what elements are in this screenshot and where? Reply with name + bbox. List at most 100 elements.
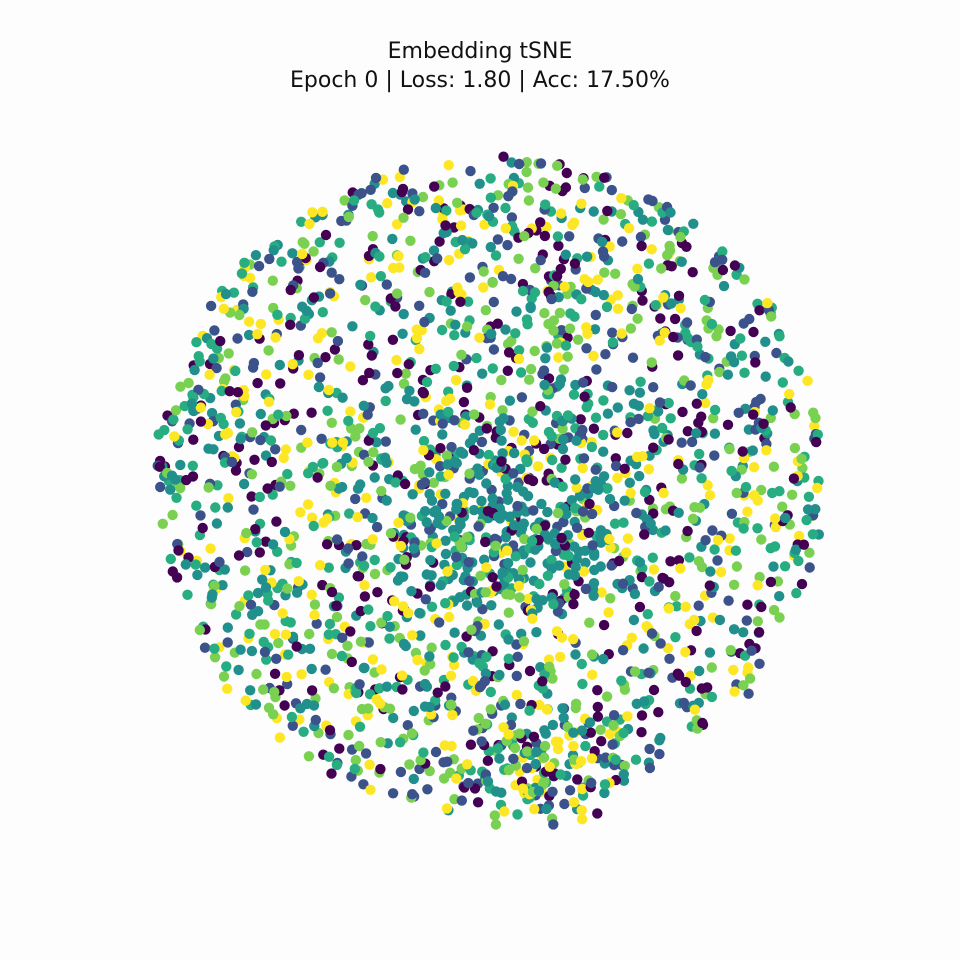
scatter-point (511, 670, 522, 682)
scatter-point (513, 580, 525, 592)
scatter-point (527, 613, 538, 624)
scatter-point (793, 555, 804, 567)
scatter-point (456, 349, 467, 360)
scatter-point (371, 521, 383, 533)
scatter-point (531, 593, 542, 605)
scatter-point (658, 487, 669, 499)
scatter-point (665, 413, 676, 424)
scatter-point (450, 319, 461, 330)
scatter-point (548, 819, 559, 830)
scatter-point (243, 316, 255, 327)
scatter-point (738, 627, 749, 638)
scatter-point (736, 350, 748, 361)
scatter-point (497, 567, 508, 578)
scatter-point (726, 465, 737, 477)
scatter-point (446, 740, 457, 752)
scatter-point (681, 317, 693, 328)
scatter-point (481, 423, 492, 434)
scatter-point (239, 257, 250, 268)
scatter-point (544, 661, 555, 672)
scatter-point (552, 160, 563, 171)
scatter-point (658, 292, 669, 303)
scatter-point (580, 545, 591, 556)
scatter-point (485, 241, 496, 253)
scatter-point (316, 433, 327, 444)
scatter-point (186, 398, 198, 409)
scatter-point (639, 529, 650, 540)
scatter-point (269, 668, 281, 679)
scatter-point (612, 290, 623, 301)
scatter-point (811, 436, 822, 448)
scatter-point (419, 316, 430, 328)
scatter-point (502, 365, 513, 376)
scatter-point (643, 464, 655, 475)
scatter-point (345, 406, 356, 417)
scatter-point (585, 727, 596, 738)
scatter-point (308, 246, 319, 257)
scatter-point (588, 350, 599, 362)
scatter-point (232, 333, 243, 344)
scatter-point (424, 581, 436, 592)
scatter-point (420, 252, 431, 263)
scatter-point (428, 477, 439, 488)
scatter-point (508, 426, 519, 437)
scatter-point (533, 785, 545, 797)
scatter-point (528, 505, 539, 516)
scatter-point (607, 327, 618, 338)
scatter-point (617, 236, 628, 247)
scatter-point (648, 442, 659, 453)
scatter-point (417, 386, 428, 398)
chart-title: Embedding tSNE (387, 39, 573, 64)
scatter-point (596, 587, 607, 598)
scatter-point (569, 258, 581, 269)
scatter-point (255, 434, 266, 446)
scatter-point (414, 206, 425, 217)
scatter-point (398, 164, 409, 175)
scatter-point (477, 368, 488, 379)
scatter-point (664, 653, 675, 664)
scatter-point (326, 267, 337, 278)
scatter-point (230, 609, 242, 620)
scatter-point (675, 303, 686, 314)
scatter-point (803, 491, 815, 502)
scatter-point (521, 762, 533, 774)
scatter-point (279, 700, 290, 711)
scatter-point (251, 668, 262, 680)
scatter-point (447, 709, 458, 721)
scatter-point (694, 448, 705, 460)
scatter-point (232, 387, 244, 398)
scatter-point (303, 369, 314, 380)
scatter-point (360, 748, 372, 759)
scatter-point (324, 288, 336, 299)
scatter-point (449, 531, 460, 542)
scatter-point (571, 522, 583, 533)
scatter-point (332, 335, 344, 347)
scatter-point (346, 656, 357, 668)
scatter-point (692, 341, 703, 352)
scatter-point (260, 420, 271, 431)
scatter-point (501, 589, 512, 600)
scatter-point (314, 237, 325, 248)
scatter-point (369, 568, 381, 580)
scatter-point (317, 307, 328, 318)
scatter-point (365, 621, 376, 632)
scatter-point (650, 300, 661, 311)
scatter-point (493, 619, 504, 630)
scatter-point (564, 323, 576, 334)
scatter-point (556, 462, 567, 473)
scatter-point (398, 638, 410, 650)
scatter-point (409, 463, 421, 475)
scatter-point (381, 681, 393, 692)
scatter-point (675, 563, 686, 574)
scatter-point (798, 539, 810, 550)
scatter-point (634, 470, 645, 482)
scatter-point (496, 374, 507, 386)
scatter-point (271, 516, 282, 527)
scatter-point (507, 186, 518, 197)
scatter-point (443, 406, 454, 418)
scatter-point (366, 272, 377, 283)
scatter-point (246, 645, 258, 657)
scatter-point (540, 353, 551, 364)
scatter-point (566, 495, 577, 506)
scatter-point (219, 564, 230, 575)
